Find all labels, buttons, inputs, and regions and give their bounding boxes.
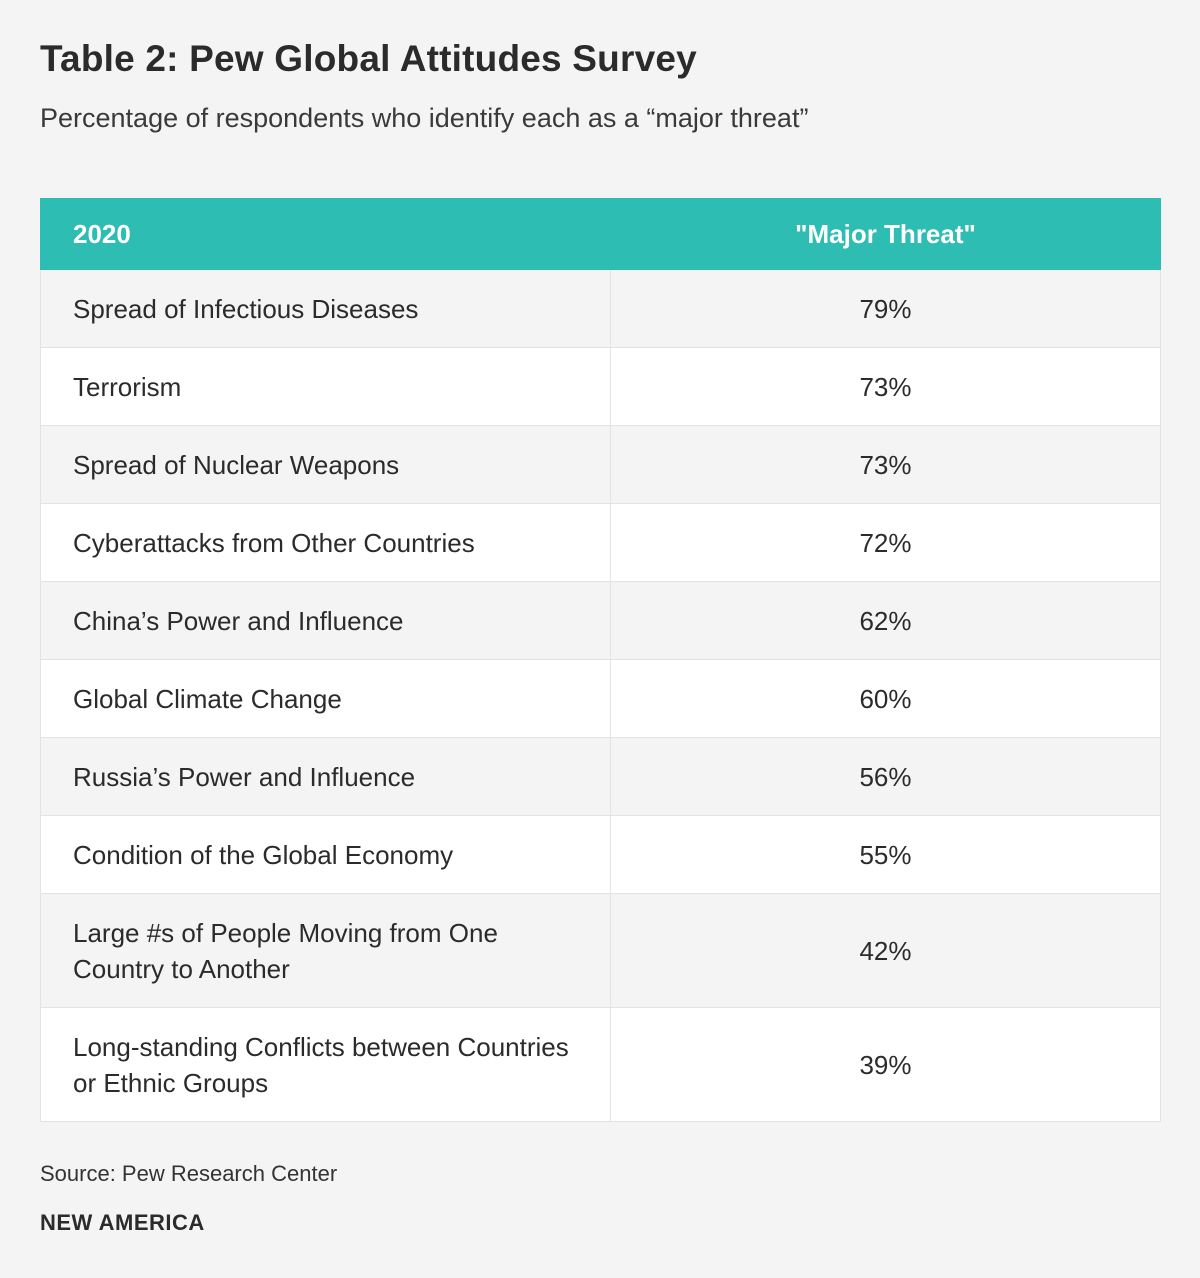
data-table-container: 2020 "Major Threat" Spread of Infectious… [40,198,1161,1122]
row-value: 79% [610,269,1161,348]
row-label: Global Climate Change [40,659,611,738]
row-label: Cyberattacks from Other Countries [40,503,611,582]
table-body: Spread of Infectious Diseases 79% Terror… [40,269,1161,1122]
threat-table: 2020 "Major Threat" Spread of Infectious… [40,198,1161,1122]
table-subtitle: Percentage of respondents who identify e… [40,103,809,133]
table-row: Spread of Nuclear Weapons 73% [40,425,1161,504]
row-label: Russia’s Power and Influence [40,737,611,816]
table-row: China’s Power and Influence 62% [40,581,1161,660]
table-row: Russia’s Power and Influence 56% [40,737,1161,816]
table-row: Long-standing Conflicts between Countrie… [40,1007,1161,1122]
row-value: 72% [610,503,1161,582]
table-row: Spread of Infectious Diseases 79% [40,269,1161,348]
header-row: 2020 "Major Threat" [40,198,1161,270]
column-header-major-threat: "Major Threat" [610,198,1161,270]
row-label: Large #s of People Moving from One Count… [40,893,611,1008]
row-value: 73% [610,347,1161,426]
table-header: 2020 "Major Threat" [40,198,1161,270]
row-label: Spread of Nuclear Weapons [40,425,611,504]
table-row: Terrorism 73% [40,347,1161,426]
row-label: Spread of Infectious Diseases [40,269,611,348]
row-value: 62% [610,581,1161,660]
row-value: 56% [610,737,1161,816]
row-value: 39% [610,1007,1161,1122]
row-value: 55% [610,815,1161,894]
table-row: Global Climate Change 60% [40,659,1161,738]
row-label: Terrorism [40,347,611,426]
row-value: 73% [610,425,1161,504]
table-row: Cyberattacks from Other Countries 72% [40,503,1161,582]
row-value: 60% [610,659,1161,738]
source-note: Source: Pew Research Center [40,1161,338,1186]
row-label: Condition of the Global Economy [40,815,611,894]
table-row: Condition of the Global Economy 55% [40,815,1161,894]
row-value: 42% [610,893,1161,1008]
row-label: Long-standing Conflicts between Countrie… [40,1007,611,1122]
row-label: China’s Power and Influence [40,581,611,660]
table-title: Table 2: Pew Global Attitudes Survey [40,38,697,79]
brand-logo-text: NEW AMERICA [40,1210,205,1235]
table-row: Large #s of People Moving from One Count… [40,893,1161,1008]
column-header-year: 2020 [40,198,611,270]
